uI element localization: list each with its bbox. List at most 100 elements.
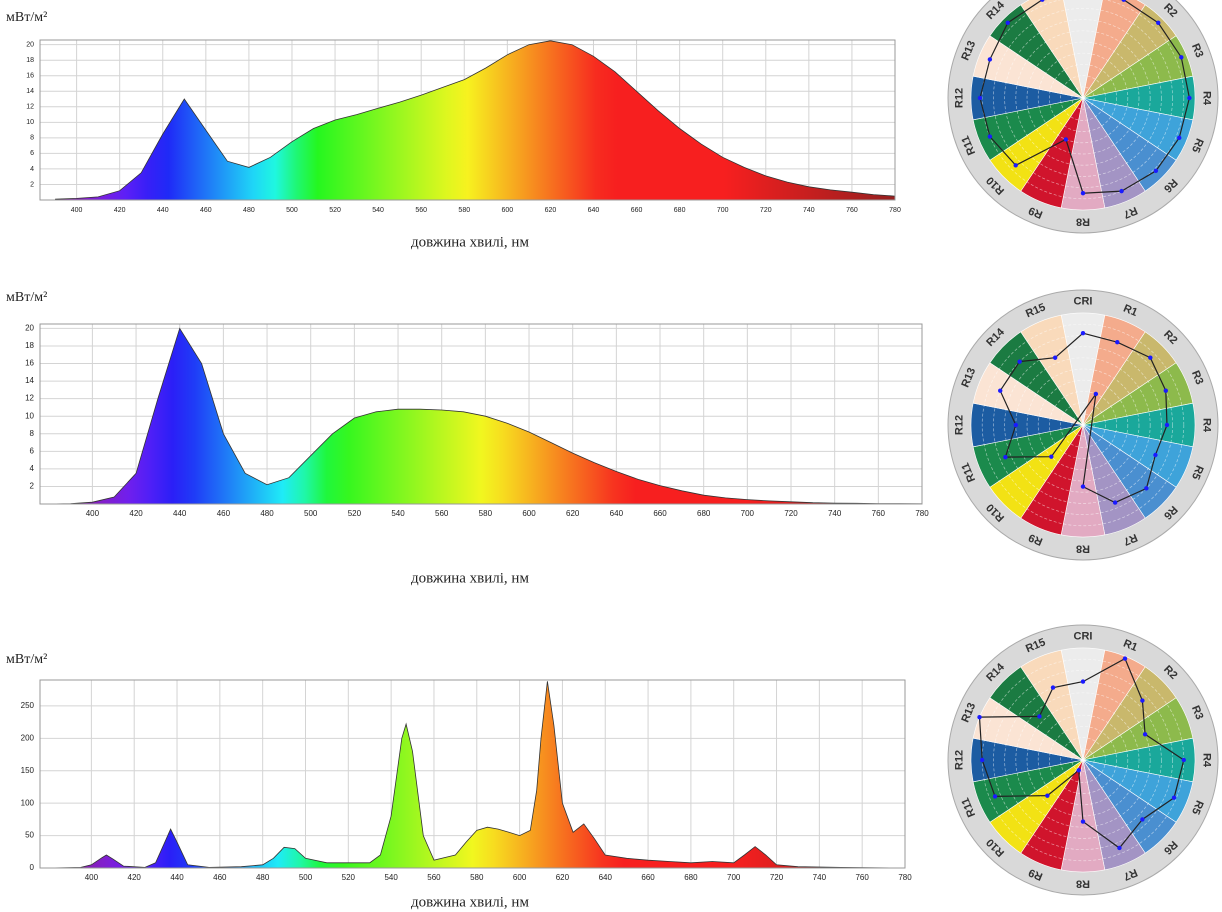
y-axis-label: мВт/м² xyxy=(6,290,47,305)
radar-ring xyxy=(981,0,1185,200)
x-tick-label: 500 xyxy=(299,873,313,882)
radar-label: R7 xyxy=(1122,531,1140,547)
radar-ring xyxy=(1060,737,1106,783)
radar-ring xyxy=(993,8,1173,188)
x-tick-label: 600 xyxy=(522,509,536,518)
radar-point xyxy=(1112,500,1118,505)
y-tick-label: 18 xyxy=(25,341,34,350)
x-tick-label: 420 xyxy=(114,207,126,214)
radar-label: R5 xyxy=(1189,137,1205,155)
radar-label: R7 xyxy=(1122,204,1140,220)
x-tick-label: 620 xyxy=(566,509,580,518)
radar-label: R4 xyxy=(1201,91,1213,106)
radar-point xyxy=(1080,191,1086,196)
x-tick-label: 780 xyxy=(889,207,901,214)
radar-point xyxy=(1080,484,1086,489)
radar-point xyxy=(977,714,982,720)
radar-ring xyxy=(1026,368,1140,482)
radar-point xyxy=(1171,795,1177,800)
radar-point xyxy=(1140,698,1145,703)
radar-point xyxy=(1140,817,1145,822)
y-tick-label: 18 xyxy=(26,57,34,64)
radar-point xyxy=(987,57,993,62)
x-tick-label: 440 xyxy=(173,509,187,518)
radar-point xyxy=(1144,486,1149,491)
radar-label: R3 xyxy=(1189,42,1205,60)
radar-label: R3 xyxy=(1189,369,1205,387)
radar-ring xyxy=(1037,379,1129,471)
spectrum-line xyxy=(48,327,923,505)
y-tick-label: 14 xyxy=(25,376,34,385)
y-tick-label: 12 xyxy=(26,104,34,111)
radar-point xyxy=(1122,656,1128,661)
x-tick-label: 540 xyxy=(391,509,405,518)
x-tick-label: 520 xyxy=(329,207,341,214)
radar-label: R3 xyxy=(1189,704,1205,722)
x-tick-label: 640 xyxy=(610,509,624,518)
x-tick-label: 460 xyxy=(217,509,231,518)
radar-label: R7 xyxy=(1122,866,1140,882)
x-tick-label: 720 xyxy=(784,509,798,518)
plot-frame xyxy=(39,39,896,201)
radar-label: R9 xyxy=(1027,204,1045,220)
radar-ring xyxy=(1049,64,1117,132)
x-tick-label: 480 xyxy=(260,509,274,518)
x-tick-label: 440 xyxy=(157,207,169,214)
radar-ring xyxy=(981,323,1185,527)
radar-ring xyxy=(1049,726,1117,794)
plot-frame xyxy=(39,323,923,505)
radar-point xyxy=(1076,768,1081,773)
radar-label: R1 xyxy=(1122,638,1140,654)
radar-point xyxy=(1093,391,1099,397)
radar-point xyxy=(1080,679,1086,684)
radar-point xyxy=(1177,135,1182,141)
radar-point xyxy=(1017,359,1022,364)
radar-label: R8 xyxy=(1076,543,1090,555)
x-tick-label: 620 xyxy=(545,207,557,214)
x-tick-label: 480 xyxy=(243,207,255,214)
radar-point xyxy=(1117,845,1122,851)
radar-label: R1 xyxy=(1122,303,1140,319)
x-tick-label: 520 xyxy=(348,509,362,518)
radar-ring xyxy=(1071,413,1095,437)
y-tick-label: 14 xyxy=(26,88,34,95)
x-tick-label: 660 xyxy=(631,207,643,214)
spectrum-line xyxy=(48,681,906,869)
radar-point xyxy=(980,757,985,763)
radar-ring xyxy=(1037,52,1129,144)
x-tick-label: 680 xyxy=(684,873,698,882)
radar-label: R5 xyxy=(1189,464,1205,482)
y-tick-label: 4 xyxy=(30,464,35,473)
x-tick-label: 760 xyxy=(846,207,858,214)
x-tick-label: 760 xyxy=(872,509,886,518)
radar-point xyxy=(1163,388,1168,393)
x-tick-label: 520 xyxy=(342,873,356,882)
radar-label: R12 xyxy=(953,88,965,108)
x-tick-label: 400 xyxy=(85,873,99,882)
x-tick-label: 600 xyxy=(513,873,527,882)
radar-point xyxy=(1181,757,1187,763)
x-tick-label: 700 xyxy=(717,207,729,214)
radar-point xyxy=(1119,188,1124,194)
x-tick-label: 560 xyxy=(435,509,449,518)
x-tick-label: 560 xyxy=(415,207,427,214)
x-tick-label: 500 xyxy=(286,207,298,214)
x-axis-title: довжина хвилі, нм xyxy=(411,894,529,910)
x-tick-label: 700 xyxy=(727,873,741,882)
x-axis-title: довжина хвилі, нм xyxy=(411,234,529,250)
radar-point xyxy=(1049,454,1054,459)
x-tick-label: 660 xyxy=(653,509,667,518)
y-tick-label: 12 xyxy=(25,394,34,403)
radar-point xyxy=(1156,20,1161,25)
radar-sector xyxy=(1020,649,1084,761)
radar-ring xyxy=(993,670,1173,850)
radar-ring xyxy=(993,335,1173,515)
radar-point xyxy=(1040,0,1045,2)
x-tick-label: 780 xyxy=(898,873,912,882)
radar-point xyxy=(1164,422,1170,428)
y-tick-label: 20 xyxy=(26,42,34,49)
x-tick-label: 740 xyxy=(813,873,827,882)
y-tick-label: 6 xyxy=(30,150,34,157)
x-tick-label: 440 xyxy=(170,873,184,882)
